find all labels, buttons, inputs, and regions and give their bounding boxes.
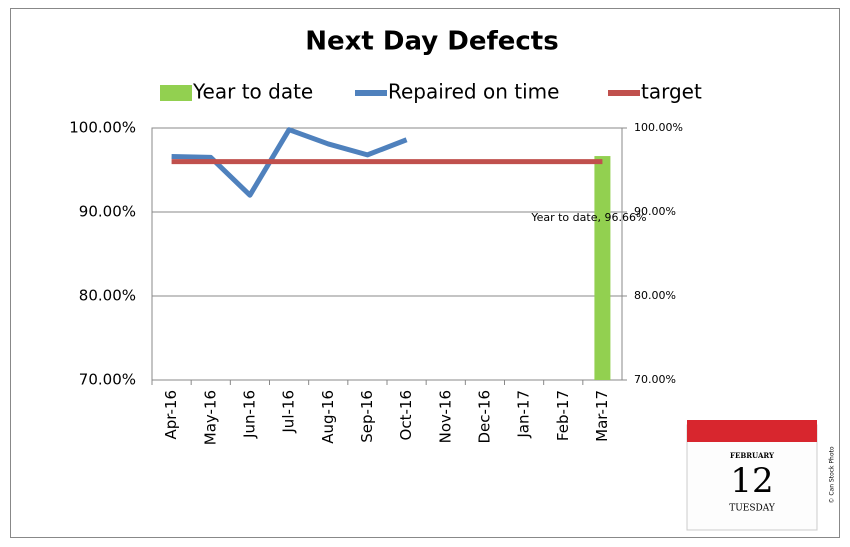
- calendar-day: 12: [730, 461, 773, 501]
- legend-swatch: [160, 85, 192, 101]
- y-tick-label: 90.00%: [79, 203, 136, 221]
- x-tick-label: Oct-16: [397, 390, 415, 440]
- legend-label: Year to date: [192, 80, 313, 104]
- x-tick-label: Dec-16: [475, 390, 493, 444]
- calendar-image: FEBRUARY 12 TUESDAY © Can Stock Photo: [687, 420, 836, 530]
- y-tick-label: 100.00%: [69, 119, 136, 137]
- x-tick-label: Nov-16: [436, 390, 454, 443]
- calendar-month: FEBRUARY: [730, 451, 775, 460]
- x-tick-label: Sep-16: [358, 390, 376, 443]
- x-tick-label: Jul-16: [280, 390, 298, 434]
- y2-tick-label: 100.00%: [634, 121, 683, 134]
- x-tick-label: Aug-16: [319, 390, 337, 444]
- x-tick-label: Feb-17: [554, 390, 572, 441]
- bar: [594, 156, 610, 380]
- chart: Next Day Defects FEBRUARY 12 TUESDAY © C…: [0, 0, 850, 543]
- data-label: Year to date, 96.66%: [530, 211, 646, 224]
- x-tick-label: May-16: [201, 390, 219, 445]
- calendar-weekday: TUESDAY: [729, 504, 776, 514]
- x-tick-label: Jan-17: [515, 390, 533, 439]
- x-tick-label: Mar-17: [593, 390, 611, 442]
- y-tick-label: 70.00%: [79, 371, 136, 389]
- legend-label: Repaired on time: [388, 80, 559, 104]
- y2-tick-label: 70.00%: [634, 373, 676, 386]
- y-tick-label: 80.00%: [79, 287, 136, 305]
- x-tick-label: Apr-16: [162, 390, 180, 440]
- y2-tick-label: 80.00%: [634, 289, 676, 302]
- legend-label: target: [641, 80, 702, 104]
- calendar-credit: © Can Stock Photo: [829, 446, 836, 503]
- calendar-header: [687, 420, 817, 442]
- chart-title: Next Day Defects: [305, 27, 558, 57]
- x-tick-label: Jun-16: [240, 390, 258, 439]
